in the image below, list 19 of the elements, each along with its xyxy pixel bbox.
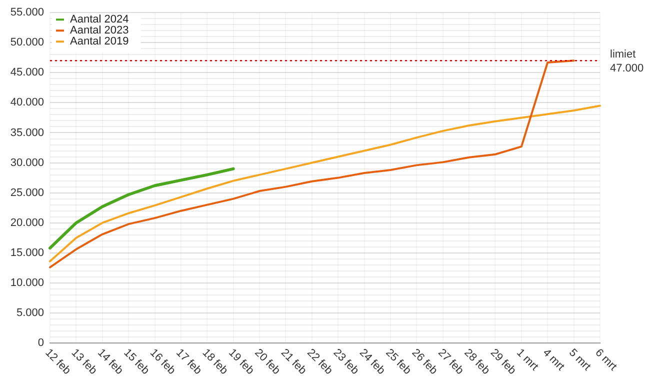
y-tick-label: 30.000: [10, 156, 44, 169]
legend-label: Aantal 2019: [70, 36, 129, 48]
y-tick-label: 20.000: [10, 216, 44, 229]
y-tick-label: 45.000: [10, 66, 44, 79]
y-tick-label: 15.000: [10, 246, 44, 259]
ref-line-label: limiet 47.000: [610, 48, 644, 75]
y-tick-label: 50.000: [10, 36, 44, 49]
y-tick-label: 5.000: [16, 306, 44, 319]
x-tick-label: 4 mrt: [540, 346, 567, 373]
y-tick-label: 55.000: [10, 6, 44, 19]
x-tick-label: 5 mrt: [566, 346, 593, 373]
legend-label: Aantal 2023: [70, 24, 129, 37]
x-tick-label: 6 mrt: [592, 346, 619, 373]
y-tick-label: 25.000: [10, 186, 44, 199]
legend-label: Aantal 2024: [70, 14, 129, 26]
y-tick-label: 10.000: [10, 276, 44, 289]
y-tick-label: 35.000: [10, 126, 44, 139]
y-tick-label: 0: [38, 337, 44, 350]
y-tick-label: 40.000: [10, 96, 44, 109]
